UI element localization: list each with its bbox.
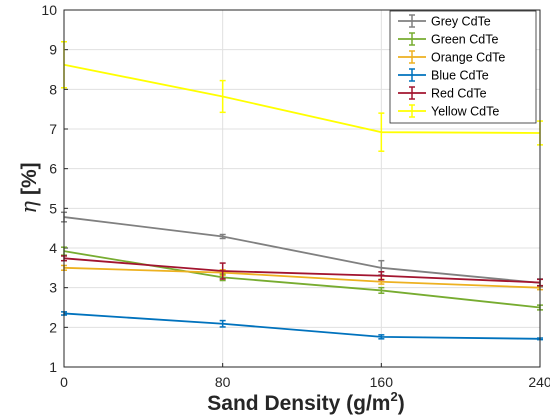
x-tick-label: 0 <box>60 374 68 390</box>
series-line <box>63 216 541 284</box>
series-line <box>63 63 541 134</box>
y-tick-label: 9 <box>49 42 57 58</box>
x-axis-title-superscript: 2 <box>390 389 397 404</box>
legend-item: Green CdTe <box>398 32 498 47</box>
x-axis-title: Sand Density (g/m2) <box>207 389 404 415</box>
series-yellow-cdte <box>61 40 543 152</box>
y-tick-label: 6 <box>49 161 57 177</box>
series-layer <box>61 40 543 341</box>
legend-item: Yellow CdTe <box>398 104 499 119</box>
data-point <box>380 289 382 291</box>
legend-label: Yellow CdTe <box>431 105 499 119</box>
x-tick-label: 80 <box>215 374 231 390</box>
y-tick-label: 3 <box>49 280 57 296</box>
y-tick-label: 7 <box>49 121 57 137</box>
data-point <box>222 323 224 325</box>
legend-item: Blue CdTe <box>398 68 489 83</box>
data-point <box>380 281 382 283</box>
legend-item: Orange CdTe <box>398 50 505 65</box>
x-tick-label: 240 <box>528 374 550 390</box>
y-tick-labels: 1 2 3 4 5 6 7 8 9 10 <box>41 2 57 375</box>
legend-label: Blue CdTe <box>431 69 489 83</box>
y-tick-label: 10 <box>41 2 57 18</box>
series-line <box>63 266 541 289</box>
y-axis-symbol: η <box>17 201 41 214</box>
legend-label: Green CdTe <box>431 33 498 47</box>
x-tick-labels: 0 80 160 240 <box>60 374 550 390</box>
x-tick-label: 160 <box>370 374 394 390</box>
series-line <box>63 257 541 284</box>
legend-label: Grey CdTe <box>431 15 491 29</box>
legend-item: Grey CdTe <box>398 14 491 29</box>
legend: Grey CdTe Green CdTe Orange CdTe Blue CdTe R… <box>389 10 537 124</box>
data-point <box>222 235 224 237</box>
data-point <box>380 131 382 133</box>
y-axis-title: η[%] <box>17 162 41 213</box>
plot-border <box>63 9 541 368</box>
legend-item: Red CdTe <box>398 86 487 101</box>
legend-label: Orange CdTe <box>431 51 505 65</box>
legend-label: Red CdTe <box>431 87 487 101</box>
y-tick-label: 5 <box>49 200 57 216</box>
series-line <box>63 312 541 340</box>
y-tick-label: 2 <box>49 319 57 335</box>
data-point <box>222 95 224 97</box>
data-point <box>380 275 382 277</box>
data-point <box>380 267 382 269</box>
data-point <box>222 270 224 272</box>
y-tick-label: 4 <box>49 240 57 256</box>
series-red-cdte <box>61 255 543 287</box>
y-tick-label: 1 <box>49 359 57 375</box>
y-tick-label: 8 <box>49 81 57 97</box>
data-point <box>380 336 382 338</box>
